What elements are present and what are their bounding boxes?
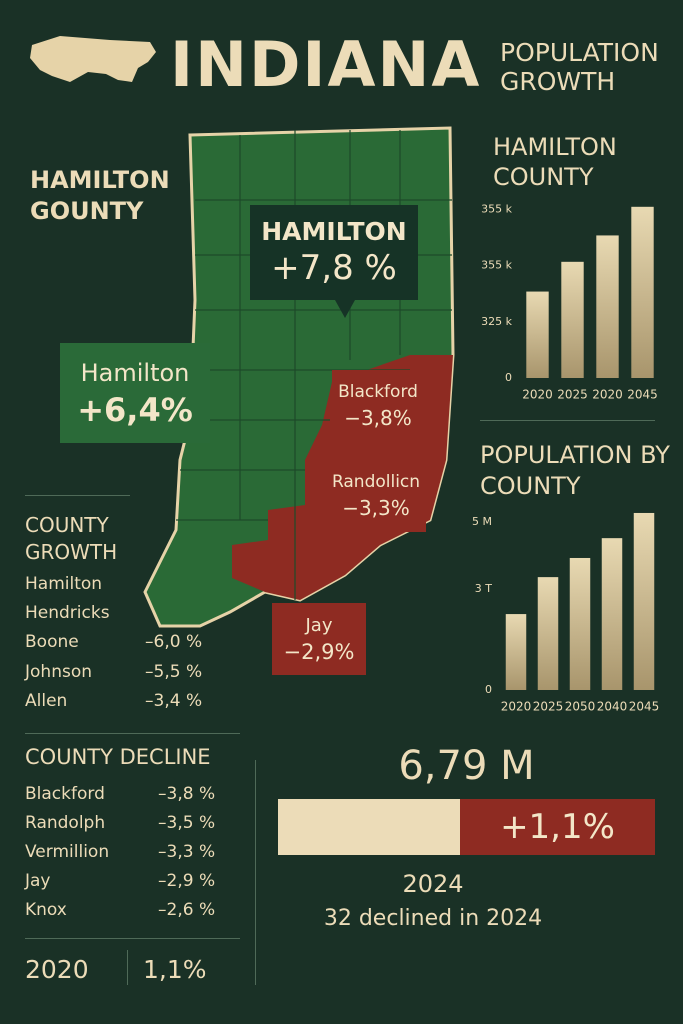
callout: Hamilton +6,4% [60,343,210,443]
callout-change: +7,8 % [271,248,397,288]
callout-change: −3,3% [342,496,410,520]
divider [255,760,256,985]
y-tick-label: 0 [485,683,492,696]
divider [25,733,240,734]
bar [633,512,655,690]
bar [631,206,654,378]
x-tick-label: 2025 [533,700,564,714]
bar [601,538,623,690]
summary-total: 6,79 M [398,743,535,789]
county-name: Hendricks [25,603,110,624]
callout: Randollicn −3,3% [326,462,426,532]
county-change: –3,3 % [158,842,216,862]
callout: HAMILTON +7,8 % [250,205,418,300]
callout: Blackford −3,8% [332,370,424,440]
bar [526,291,549,378]
x-tick-label: 2040 [597,700,628,714]
footer-year: 2020 [25,955,89,984]
bar [537,577,559,690]
x-tick-label: 2050 [565,700,596,714]
divider [127,950,128,985]
decline-title: COUNTY DECLINE [25,745,211,769]
summary-bar [278,799,460,855]
divider [25,495,130,496]
divider [25,938,240,939]
chart-title: POPULATION BY COUNTY [480,441,670,500]
county-name: Randolph [25,813,106,833]
growth-title: COUNTY GROWTH [25,513,118,564]
county-change: –6,0 % [145,632,203,653]
county-change: –2,9 % [158,871,216,891]
callout-change: −3,8% [344,406,412,430]
county-name: Allen [25,690,68,711]
county-name: Boone [25,632,79,653]
callout-name: Jay [305,615,333,636]
y-tick-label: 325 k [481,315,512,328]
x-tick-label: 2020 [522,388,553,402]
y-tick-label: 0 [505,371,512,384]
bar [561,261,584,378]
bar [505,614,527,690]
county-change: –5,5 % [145,661,203,682]
callout-name: Hamilton [80,359,190,387]
county-name: Hamilton [25,574,103,594]
x-tick-label: 2020 [501,700,532,714]
callout: Jay −2,9% [272,603,366,675]
chart-title: HAMILTON COUNTY [493,133,617,191]
x-tick-label: 2025 [557,388,588,402]
y-tick-label: 355 k [481,259,512,272]
subtitle: POPULATION GROWTH [500,38,659,96]
y-tick-label: 355 k [481,203,512,216]
county-change: –3,5 % [158,813,216,833]
callout-change: −2,9% [283,640,355,664]
x-tick-label: 2045 [627,388,658,402]
callout-change: +6,4% [77,391,193,429]
summary-note: 32 declined in 2024 [323,906,543,931]
county-name: Vermillion [25,842,110,862]
map-side-label: HAMILTON GOUNTY [30,166,170,225]
county-change: –2,6 % [158,900,216,920]
callout-name: HAMILTON [261,217,407,246]
x-tick-label: 2045 [629,700,660,714]
summary-change: +1,1% [460,799,655,855]
county-change: –3,8 % [158,784,216,804]
county-name: Knox [25,900,67,920]
title: INDIANA [170,28,482,101]
y-tick-label: 3 T [475,582,492,595]
callout-name: Blackford [338,382,418,402]
footer-rate: 1,1% [143,955,207,984]
county-change: –3,4 % [145,690,203,711]
x-tick-label: 2020 [592,388,623,402]
callout-pointer [335,300,355,318]
county-name: Jay [25,871,51,891]
county-name: Johnson [25,661,92,682]
county-name: Blackford [25,784,105,804]
summary-year: 2024 [402,870,464,898]
divider [480,420,655,421]
bar [569,557,591,690]
y-tick-label: 5 M [472,515,492,528]
callout-name: Randollicn [331,472,421,492]
us-map-icon [30,36,156,82]
bar [596,235,619,378]
